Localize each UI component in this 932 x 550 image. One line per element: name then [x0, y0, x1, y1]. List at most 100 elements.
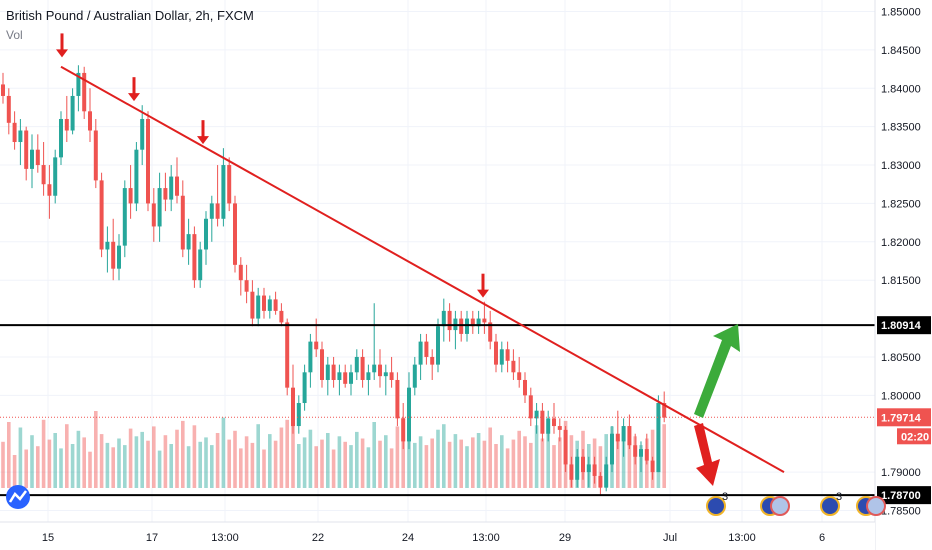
candle-body	[308, 341, 313, 373]
candle-body	[424, 341, 429, 357]
candle	[557, 418, 562, 442]
candle	[146, 111, 150, 212]
current-price-label: 1.79714	[881, 412, 922, 424]
volume-bar	[430, 438, 434, 488]
chart-logo-icon	[6, 485, 30, 509]
volume-bar	[442, 424, 446, 488]
candle	[343, 364, 348, 388]
event-count-label: 3	[836, 491, 842, 503]
volume-bar	[372, 422, 376, 488]
volume-series	[1, 411, 666, 488]
candle	[1, 72, 5, 104]
candle	[163, 172, 168, 212]
countdown-tag	[897, 428, 931, 445]
volume-bar	[320, 439, 324, 488]
swing-high-arrow-icon	[128, 77, 140, 102]
candle	[134, 142, 139, 212]
candle	[285, 318, 290, 396]
candle-body	[267, 299, 272, 311]
candle	[325, 356, 330, 396]
volume-bar	[546, 433, 550, 488]
candle-body	[24, 130, 29, 169]
level-price-tag	[877, 316, 931, 335]
candle	[204, 211, 208, 265]
price-tick-label: 1.80000	[881, 390, 921, 402]
candle	[644, 433, 649, 465]
candle	[53, 149, 58, 204]
candle	[465, 310, 469, 342]
candle-body	[360, 356, 365, 380]
candle-body	[285, 322, 290, 388]
volume-bar	[366, 447, 371, 488]
volume-bar	[198, 441, 202, 488]
candle	[82, 66, 87, 119]
candle-body	[320, 349, 324, 380]
volume-bar	[453, 434, 458, 488]
candle-body	[192, 234, 197, 281]
candle	[546, 410, 551, 442]
volume-bar	[105, 442, 110, 488]
volume-bar	[523, 436, 527, 488]
volume-bar	[418, 436, 423, 488]
volume-bar	[117, 438, 121, 488]
candle-body	[621, 426, 626, 442]
swing-high-arrow-icon	[56, 33, 68, 58]
volume-bar	[505, 448, 510, 488]
candle	[604, 456, 609, 492]
candle	[273, 291, 278, 315]
candle-body	[441, 310, 446, 327]
price-tick-label: 1.82500	[881, 198, 921, 210]
volume-bar	[285, 419, 289, 488]
volume-bar	[500, 435, 504, 488]
price-tick-label: 1.80500	[881, 352, 921, 364]
candle-body	[540, 410, 545, 434]
volume-bar	[76, 430, 81, 488]
candle	[76, 65, 81, 112]
candle	[418, 333, 423, 380]
candle	[349, 364, 353, 396]
candle	[528, 387, 533, 427]
candle-body	[343, 372, 348, 384]
candle-body	[436, 326, 440, 365]
candle-body	[505, 349, 510, 361]
time-tick-label: 6	[819, 532, 825, 544]
candle	[169, 165, 174, 212]
candle	[64, 95, 69, 143]
candle	[302, 364, 307, 411]
candle	[621, 418, 626, 457]
time-tick-label: 17	[146, 532, 158, 544]
volume-bar	[18, 427, 23, 488]
candle	[238, 257, 243, 296]
volume-bar	[343, 441, 347, 488]
candle	[517, 356, 522, 388]
candle-body	[18, 130, 23, 143]
candle	[279, 303, 284, 327]
price-tick-label: 1.82000	[881, 237, 921, 249]
countdown-label: 02:20	[901, 431, 929, 443]
time-tick-label: Jul	[663, 532, 677, 544]
candle	[337, 364, 342, 396]
volume-bar	[181, 420, 185, 488]
candle-body	[598, 475, 603, 488]
candle	[291, 364, 295, 434]
candle	[482, 301, 487, 334]
candle	[122, 180, 127, 258]
economic-event-flag-icon: 3	[820, 491, 842, 516]
candle	[453, 310, 458, 350]
candle	[383, 364, 388, 396]
candle-body	[569, 464, 574, 480]
volume-bar	[384, 435, 388, 488]
candle-body	[552, 418, 556, 427]
candle-body	[499, 349, 504, 365]
candle-body	[592, 464, 597, 476]
candle-body	[6, 95, 11, 123]
candle	[378, 349, 382, 388]
candle-body	[546, 418, 551, 434]
candle-body	[314, 341, 319, 350]
candle-body	[41, 165, 46, 185]
time-tick-label: 22	[312, 532, 324, 544]
candle	[581, 449, 585, 480]
candle-body	[383, 372, 388, 377]
volume-bar	[36, 446, 40, 488]
